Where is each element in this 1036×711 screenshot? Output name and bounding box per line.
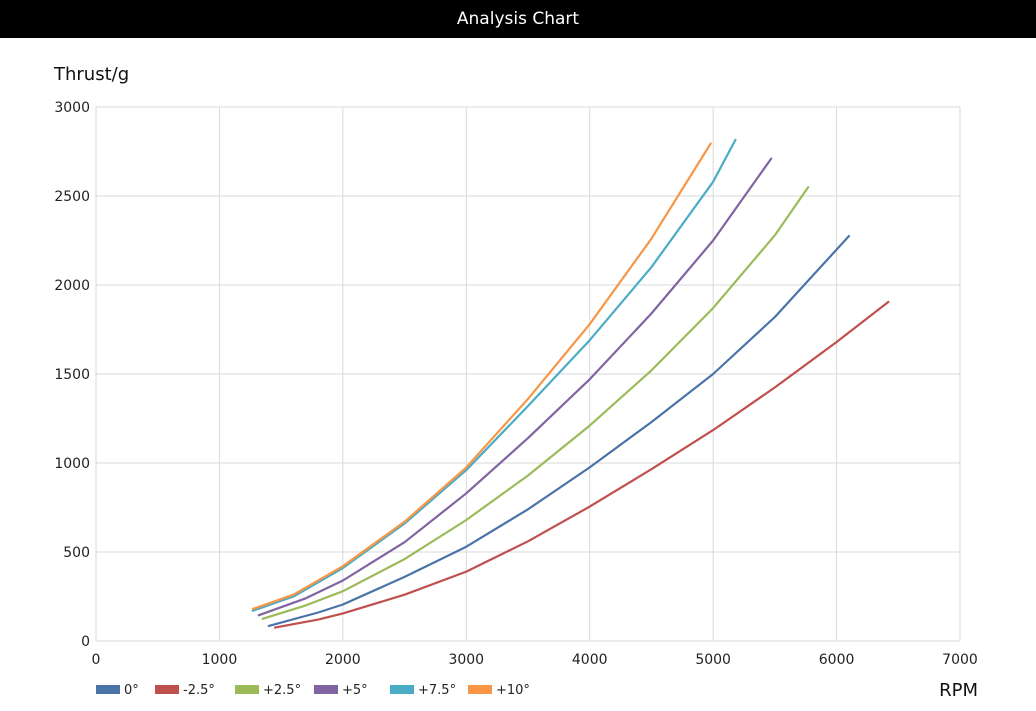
series-line — [261, 186, 810, 620]
legend-label: 0° — [124, 683, 139, 698]
y-tick-label: 0 — [81, 634, 90, 650]
series-line — [273, 300, 890, 629]
x-tick-label: 6000 — [819, 652, 855, 668]
series-line — [251, 138, 737, 612]
legend-swatch — [314, 685, 338, 694]
legend-swatch — [96, 685, 120, 694]
window-title-bar: Analysis Chart — [0, 0, 1036, 38]
y-tick-label: 1500 — [54, 367, 90, 383]
chart-grid — [95, 106, 961, 642]
legend-swatch — [468, 685, 492, 694]
thrust-rpm-chart: 0 1000 2000 3000 4000 5000 6000 7000 0 500 1000 15… — [53, 64, 978, 701]
x-axis-title: RPM — [939, 680, 978, 701]
series-line — [267, 235, 851, 628]
chart-series — [251, 138, 890, 629]
window-title: Analysis Chart — [456, 9, 580, 29]
y-tick-label: 500 — [63, 545, 90, 561]
x-tick-label: 5000 — [695, 652, 731, 668]
x-axis-ticks: 0 1000 2000 3000 4000 5000 6000 7000 — [92, 652, 978, 668]
legend-label: +7.5° — [418, 683, 456, 698]
legend-swatch — [235, 685, 259, 694]
legend-swatch — [155, 685, 179, 694]
x-tick-label: 0 — [92, 652, 101, 668]
y-tick-label: 2500 — [54, 189, 90, 205]
legend-label: -2.5° — [183, 683, 215, 698]
y-tick-label: 1000 — [54, 456, 90, 472]
legend-label: +5° — [342, 683, 368, 698]
x-tick-label: 1000 — [202, 652, 238, 668]
x-tick-label: 4000 — [572, 652, 608, 668]
legend-label: +2.5° — [263, 683, 301, 698]
y-axis-ticks: 0 500 1000 1500 2000 2500 3000 — [54, 100, 90, 650]
y-axis-title: Thrust/g — [53, 64, 129, 85]
series-line — [257, 157, 773, 617]
x-tick-label: 7000 — [942, 652, 978, 668]
legend-swatch — [390, 685, 414, 694]
x-tick-label: 2000 — [325, 652, 361, 668]
series-line — [251, 142, 712, 611]
legend-label: +10° — [496, 683, 530, 698]
y-tick-label: 3000 — [54, 100, 90, 116]
y-tick-label: 2000 — [54, 278, 90, 294]
chart-legend: 0° -2.5° +2.5° +5° +7.5° +10° — [96, 683, 530, 698]
x-tick-label: 3000 — [448, 652, 484, 668]
